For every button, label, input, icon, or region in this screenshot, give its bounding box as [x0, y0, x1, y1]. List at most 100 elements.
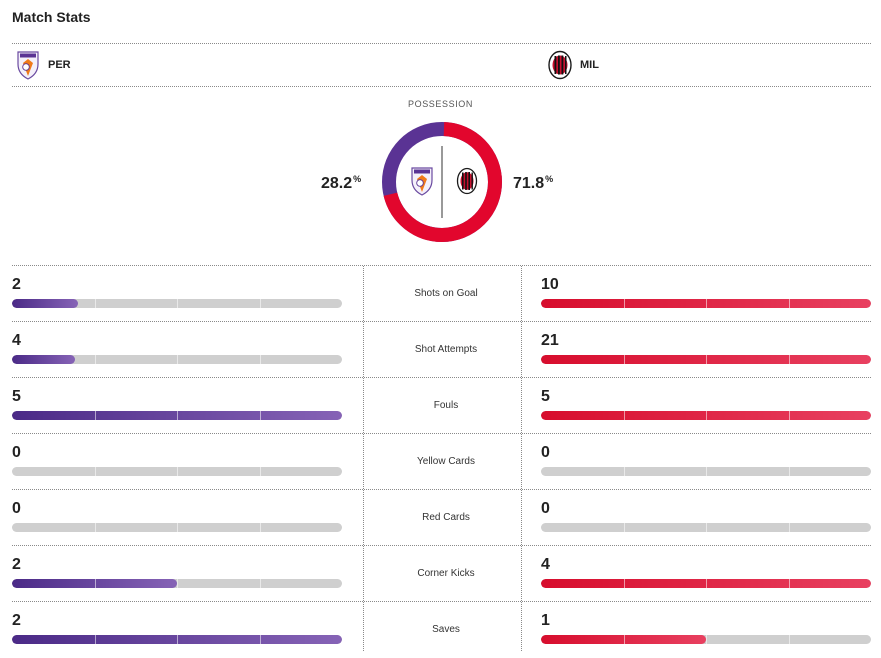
- bar-tick: [259, 467, 261, 476]
- home-stat-bar: [12, 467, 342, 476]
- bar-tick: [706, 579, 707, 588]
- away-stat-bar: [541, 579, 871, 588]
- column-divider: [521, 266, 522, 651]
- home-stat-bar: [12, 523, 342, 532]
- possession-donut: [382, 122, 502, 242]
- stat-label: Shots on Goal: [414, 288, 478, 299]
- home-stat-value: 4: [12, 332, 21, 349]
- home-stat-value: 0: [12, 444, 21, 461]
- bar-tick: [706, 411, 707, 420]
- bar-tick: [94, 355, 96, 364]
- bar-tick: [259, 523, 261, 532]
- bar-tick: [177, 635, 178, 644]
- bar-tick: [623, 579, 625, 588]
- bar-tick: [623, 635, 625, 644]
- bar-tick: [623, 299, 625, 308]
- page-title: Match Stats: [12, 9, 91, 25]
- bar-tick: [259, 635, 261, 644]
- column-divider: [363, 266, 364, 651]
- home-stat-fill: [12, 355, 75, 364]
- divider: [12, 86, 871, 87]
- bar-tick: [94, 411, 96, 420]
- home-stat-value: 2: [12, 556, 21, 573]
- away-stat-value: 5: [541, 388, 550, 405]
- bar-tick: [623, 467, 625, 476]
- bar-tick: [706, 355, 707, 364]
- home-stat-value: 2: [12, 612, 21, 629]
- bar-tick: [706, 299, 707, 308]
- away-stat-value: 21: [541, 332, 559, 349]
- bar-tick: [177, 467, 178, 476]
- bar-tick: [788, 411, 790, 420]
- stat-label: Corner Kicks: [417, 568, 475, 579]
- bar-tick: [94, 635, 96, 644]
- stat-row: 2 Shots on Goal 10: [12, 266, 871, 322]
- row-divider: [12, 377, 871, 378]
- bar-tick: [94, 299, 96, 308]
- away-stat-bar: [541, 635, 871, 644]
- divider: [12, 43, 871, 44]
- bar-tick: [706, 523, 707, 532]
- stat-label: Fouls: [433, 400, 459, 411]
- bar-tick: [259, 355, 261, 364]
- stat-row: 2 Saves 1: [12, 602, 871, 658]
- bar-tick: [788, 523, 790, 532]
- home-stat-value: 2: [12, 276, 21, 293]
- away-team-abbr: MIL: [580, 59, 599, 71]
- away-stat-bar: [541, 355, 871, 364]
- bar-tick: [177, 355, 178, 364]
- stat-label: Yellow Cards: [417, 456, 475, 467]
- home-stat-bar: [12, 411, 342, 420]
- home-stat-bar: [12, 579, 342, 588]
- perth-glory-crest-icon: [411, 167, 433, 196]
- home-stat-bar: [12, 299, 342, 308]
- away-stat-value: 1: [541, 612, 550, 629]
- bar-tick: [94, 467, 96, 476]
- home-stat-value: 0: [12, 500, 21, 517]
- row-divider: [12, 545, 871, 546]
- ac-milan-crest-icon: [456, 167, 478, 195]
- bar-tick: [177, 523, 178, 532]
- stat-row: 4 Shot Attempts 21: [12, 322, 871, 378]
- bar-tick: [177, 411, 178, 420]
- bar-tick: [94, 579, 96, 588]
- ac-milan-crest-icon: [548, 50, 572, 80]
- row-divider: [12, 433, 871, 434]
- bar-tick: [259, 579, 261, 588]
- home-stat-bar: [12, 635, 342, 644]
- row-divider: [12, 321, 871, 322]
- bar-tick: [788, 635, 790, 644]
- home-stat-value: 5: [12, 388, 21, 405]
- home-stat-fill: [12, 299, 78, 308]
- bar-tick: [259, 411, 261, 420]
- away-stat-value: 0: [541, 500, 550, 517]
- bar-tick: [623, 355, 625, 364]
- away-possession-value: 71.8%: [513, 174, 554, 192]
- stat-row: 2 Corner Kicks 4: [12, 546, 871, 602]
- away-team[interactable]: MIL: [548, 50, 599, 80]
- divider: [12, 265, 871, 266]
- home-team[interactable]: PER: [16, 50, 71, 80]
- home-possession-value: 28.2%: [321, 174, 362, 192]
- home-team-abbr: PER: [48, 59, 71, 71]
- away-stat-value: 4: [541, 556, 550, 573]
- bar-tick: [788, 299, 790, 308]
- away-stat-bar: [541, 523, 871, 532]
- bar-tick: [94, 523, 96, 532]
- away-stat-value: 0: [541, 444, 550, 461]
- away-stat-bar: [541, 299, 871, 308]
- stat-label: Red Cards: [422, 512, 470, 523]
- stat-label: Saves: [432, 624, 460, 635]
- stat-row: 5 Fouls 5: [12, 378, 871, 434]
- bar-tick: [259, 299, 261, 308]
- home-stat-bar: [12, 355, 342, 364]
- perth-glory-crest-icon: [16, 50, 40, 80]
- away-stat-bar: [541, 411, 871, 420]
- bar-tick: [706, 635, 707, 644]
- away-stat-bar: [541, 467, 871, 476]
- row-divider: [12, 489, 871, 490]
- bar-tick: [177, 579, 178, 588]
- bar-tick: [788, 467, 790, 476]
- stat-label: Shot Attempts: [414, 344, 478, 355]
- away-possession-arc: [382, 122, 502, 242]
